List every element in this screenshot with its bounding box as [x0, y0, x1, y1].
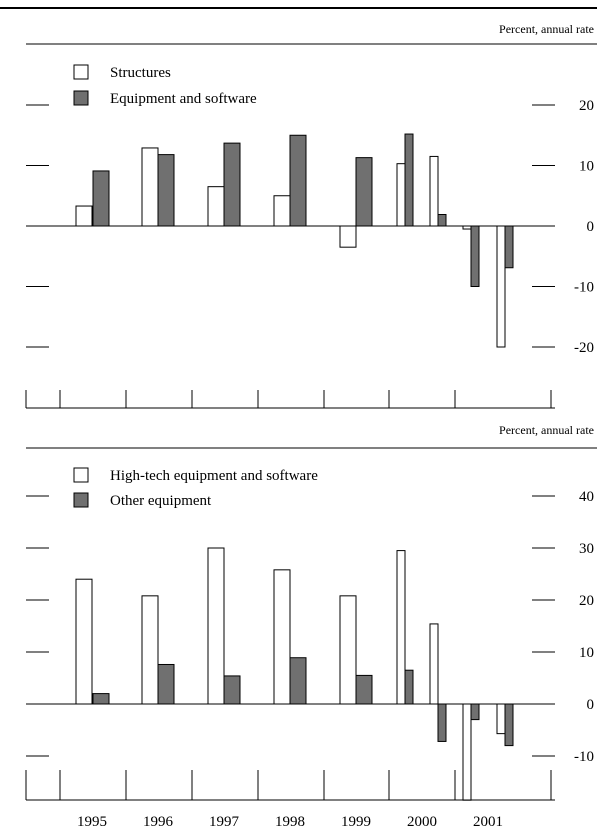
panel-1-tick-label-10: 10 [579, 645, 594, 661]
panel-0-bar-equipment-and-software-1995 [92, 170, 110, 227]
panel-1-bar-high-tech-equipment-and-software-2000 [396, 550, 406, 705]
panel-1-bar-other-equipment-1998 [289, 657, 307, 705]
panel-0-bar-structures-1999 [339, 225, 357, 248]
panel-1-bar-other-equipment-1997 [223, 675, 241, 705]
panel-1-bar-extra-0 [496, 703, 506, 735]
panel-1-tick-label-0: 0 [587, 697, 595, 713]
panel-0-bar-equipment-and-software-1998 [289, 134, 307, 227]
panel-1-bar-high-tech-equipment-and-software-1999 [339, 595, 357, 705]
panel-1-bar-extra-1 [504, 703, 514, 747]
panel-1-bar-high-tech-equipment-and-software-1997 [207, 547, 225, 705]
panel-0-tick-label-20: 20 [579, 98, 594, 114]
panel-1-legend-swatch-0 [73, 467, 89, 483]
panel-1-legend-label-1: Other equipment [110, 493, 212, 509]
x-label-1998: 1998 [275, 814, 305, 830]
panel-1-bar-high-tech-equipment-and-software-2001-q2 [462, 703, 472, 801]
panel-1-tick-label-30: 30 [579, 541, 594, 557]
x-label-1996: 1996 [143, 814, 174, 830]
panel-1-bar-other-equipment-1999 [355, 674, 373, 705]
panel-0-legend-swatch-0 [73, 64, 89, 80]
panel-1-bar-other-equipment-2001-q2 [470, 703, 480, 721]
panel-1-bar-other-equipment-1996 [157, 663, 175, 705]
panel-0-tick-label-0: 0 [587, 219, 595, 235]
panel-1-tick-label-20: 20 [579, 593, 594, 609]
panel-0-bar-extra-1 [504, 225, 514, 269]
panel-1-bar-high-tech-equipment-and-software-1998 [273, 569, 291, 705]
panel-0-bar-structures-2000 [396, 163, 406, 227]
panel-0-legend-label-1: Equipment and software [110, 91, 257, 107]
x-label-2001: 2001 [473, 814, 503, 830]
panel-0-bar-structures-1998 [273, 195, 291, 227]
panel-0-bar-structures-2001-q1 [429, 155, 439, 227]
panel-0-bar-equipment-and-software-1997 [223, 142, 241, 227]
panel-1-legend-label-0: High-tech equipment and software [110, 468, 318, 484]
panel-0-bar-equipment-and-software-2001-q2 [470, 225, 480, 287]
panel-0-tick-label--20: -20 [574, 340, 594, 356]
panel-0-legend-swatch-1 [73, 90, 89, 106]
panel-1-bar-high-tech-equipment-and-software-1996 [141, 595, 159, 705]
panel-0-bar-equipment-and-software-1996 [157, 154, 175, 227]
panel-1-bar-other-equipment-1995 [92, 693, 110, 705]
panel-1-units-label: Percent, annual rate [499, 423, 594, 437]
panel-0-tick-label--10: -10 [574, 280, 594, 296]
x-label-1995: 1995 [77, 814, 107, 830]
panel-0-bar-structures-1995 [75, 205, 93, 227]
panel-0-bar-structures-1997 [207, 186, 225, 227]
panel-0-legend-label-0: Structures [110, 65, 171, 81]
x-label-1999: 1999 [341, 814, 371, 830]
panel-0-bar-equipment-and-software-2000 [404, 133, 414, 227]
x-label-2000: 2000 [407, 814, 437, 830]
panel-0-bar-structures-1996 [141, 147, 159, 227]
panel-1-bar-high-tech-equipment-and-software-1995 [75, 578, 93, 705]
panel-1-bar-other-equipment-2001-q1 [437, 703, 447, 742]
panel-1-bar-other-equipment-2000 [404, 669, 414, 705]
panel-1-tick-label-40: 40 [579, 489, 594, 505]
panel-1-tick-label--10: -10 [574, 749, 594, 765]
x-label-1997: 1997 [209, 814, 240, 830]
panel-0-bar-extra-0 [496, 225, 506, 348]
panel-0-bar-equipment-and-software-2001-q1 [437, 214, 447, 227]
panel-0-units-label: Percent, annual rate [499, 22, 594, 36]
panel-1-legend-swatch-1 [73, 492, 89, 508]
panel-0-bar-equipment-and-software-1999 [355, 157, 373, 227]
panel-0-tick-label-10: 10 [579, 159, 594, 175]
panel-1-bar-high-tech-equipment-and-software-2001-q1 [429, 623, 439, 705]
